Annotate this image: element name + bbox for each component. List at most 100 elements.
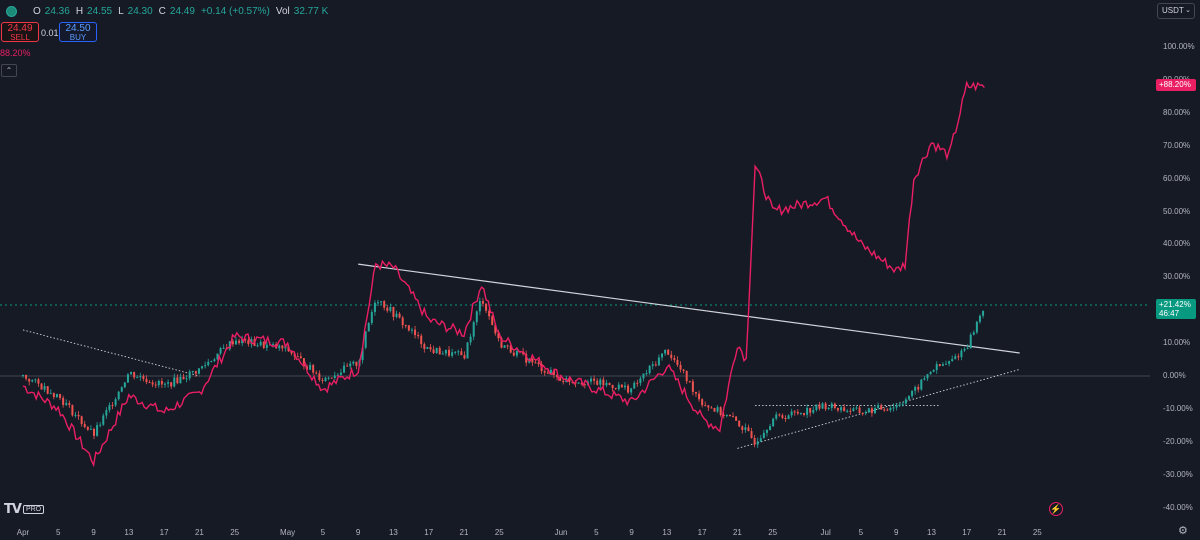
candle-body	[639, 378, 642, 384]
candle-body	[886, 409, 889, 411]
candle-body	[377, 302, 380, 304]
lightning-icon[interactable]: ⚡	[1049, 502, 1063, 516]
candle-body	[262, 341, 265, 348]
time-tick: 9	[893, 528, 899, 537]
candle-body	[957, 356, 960, 358]
candle-body	[451, 352, 454, 356]
candle-body	[904, 399, 907, 404]
candle-body	[475, 311, 478, 323]
candle-body	[722, 414, 725, 417]
candle-body	[324, 377, 327, 381]
candle-body	[62, 397, 65, 405]
candle-body	[213, 359, 216, 362]
candle-body	[99, 424, 102, 426]
candle-body	[747, 427, 750, 432]
sell-button[interactable]: 24.49 SELL	[1, 22, 39, 42]
candle-body	[491, 316, 494, 325]
candle-body	[272, 344, 275, 346]
time-tick: 21	[732, 528, 742, 537]
collapse-legend-button[interactable]: ⌃	[1, 64, 17, 77]
symbol-logo-icon[interactable]	[6, 5, 17, 17]
candle-body	[608, 382, 611, 385]
candle-body	[920, 379, 923, 390]
candle-body	[410, 329, 413, 331]
candle-body	[874, 407, 877, 414]
candle-body	[197, 368, 200, 374]
candle-body	[867, 408, 870, 413]
time-tick: 5	[594, 528, 599, 537]
price-tick: -20.00%	[1163, 436, 1193, 446]
candle-body	[744, 427, 747, 430]
candle-body	[617, 384, 620, 390]
candle-body	[556, 374, 559, 377]
candle-body	[778, 414, 781, 416]
candle-body	[642, 373, 645, 379]
candle-body	[83, 424, 86, 427]
candle-body	[500, 338, 503, 348]
candle-body	[926, 374, 929, 379]
time-tick: 5	[320, 528, 326, 537]
candle-body	[861, 413, 864, 415]
candle-body	[130, 372, 133, 375]
candle-body	[49, 393, 52, 395]
candle-body	[821, 403, 824, 409]
candle-body	[522, 351, 525, 354]
candle-body	[448, 349, 451, 356]
candle-body	[694, 391, 697, 394]
candle-body	[235, 340, 238, 345]
candle-body	[815, 404, 818, 411]
candle-body	[120, 387, 123, 392]
candle-body	[787, 415, 790, 420]
candle-body	[775, 414, 778, 419]
time-tick: 5	[858, 528, 864, 537]
candle-body	[772, 418, 775, 427]
close-value: 24.49	[169, 5, 195, 17]
candle-body	[759, 438, 762, 442]
trendline[interactable]	[737, 368, 1020, 449]
trendline[interactable]	[358, 263, 1020, 354]
candle-body	[661, 353, 664, 358]
candle-body	[265, 344, 268, 348]
candle-body	[179, 376, 182, 384]
candle-body	[392, 307, 395, 317]
candle-body	[784, 417, 787, 420]
time-tick: Jul	[820, 528, 831, 537]
low-label: L	[118, 5, 124, 17]
time-tick: 21	[997, 528, 1007, 537]
candle-body	[25, 374, 28, 379]
candle-body	[361, 347, 364, 361]
candle-body	[22, 374, 24, 376]
candle-body	[929, 371, 932, 375]
candle-body	[343, 365, 346, 373]
candle-body	[469, 336, 472, 343]
trendline[interactable]	[22, 329, 200, 377]
candle-body	[398, 313, 401, 318]
candle-body	[28, 378, 31, 382]
candle-body	[781, 415, 784, 418]
candle-body	[117, 391, 120, 400]
candle-body	[339, 372, 342, 375]
candle-body	[89, 428, 92, 430]
candle-body	[843, 407, 846, 412]
candle-body	[840, 407, 843, 411]
gear-icon[interactable]: ⚙	[1178, 525, 1188, 537]
candle-body	[654, 364, 657, 366]
currency-selector[interactable]: USDT ⌄	[1157, 3, 1195, 19]
time-tick: 9	[629, 528, 634, 537]
candle-body	[497, 333, 500, 339]
volume-value: 32.77 K	[293, 5, 329, 17]
time-tick: 13	[662, 528, 672, 537]
candle-body	[932, 369, 935, 372]
candle-body	[568, 378, 571, 382]
candle-body	[278, 345, 281, 349]
main-value-tag: +21.42% 46:47	[1156, 299, 1196, 319]
ohlc-legend: O 24.36 H 24.55 L 24.30 C 24.49 +0.14 (+0.57…	[6, 4, 330, 18]
candle-body	[108, 405, 111, 411]
candle-body	[207, 361, 210, 366]
buy-button[interactable]: 24.50 BUY	[59, 22, 97, 42]
candle-body	[435, 347, 438, 354]
candle-body	[735, 416, 738, 421]
candle-body	[951, 359, 954, 362]
tradingview-logo[interactable]: TV PRO	[4, 502, 45, 517]
